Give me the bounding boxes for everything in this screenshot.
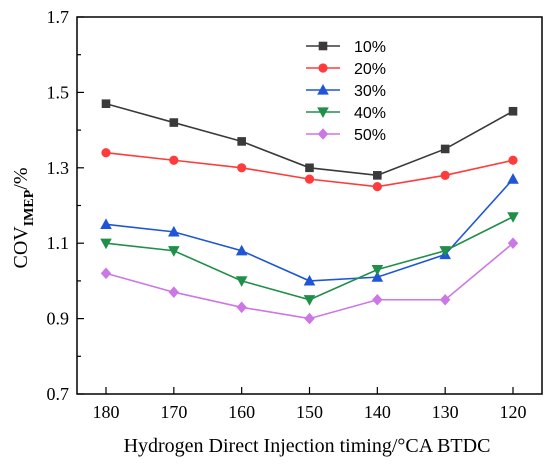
x-axis: 180 170 160 150 140 130 120 [93,387,527,422]
data-point [100,267,112,280]
data-point [372,182,382,192]
series-line [105,178,514,282]
data-point [304,312,315,325]
data-point [100,218,112,229]
data-point [169,155,179,165]
data-point [305,163,314,173]
data-point [101,148,111,158]
x-tick-label: 160 [228,402,255,422]
legend-label: 30% [354,83,386,100]
series-2 [101,148,518,192]
data-point [235,244,248,256]
legend-label: 20% [354,61,386,78]
y-tick-label: 1.3 [47,158,70,178]
data-point [303,295,316,306]
y-axis-title-main: COV [10,226,32,269]
legend-entry: 10% [306,39,386,56]
data-point [237,137,246,146]
x-tick-label: 180 [93,402,120,422]
data-point [440,144,450,154]
data-point [169,118,179,127]
data-point [507,212,519,223]
legend-marker [317,84,329,95]
data-point [372,293,383,306]
series-line [105,216,514,301]
y-axis-title-unit: /% [10,167,32,189]
data-point [236,301,247,314]
data-point [168,225,180,237]
data-point [100,238,112,250]
data-point [371,271,384,282]
y-tick-label: 0.9 [47,309,70,329]
legend-entry: 40% [306,105,386,122]
data-point [508,155,518,165]
legend-marker [317,128,329,140]
series-4 [100,212,519,306]
plot-frame [76,16,543,395]
y-axis-title: COVIMEP/% [10,167,37,268]
data-point [439,246,451,257]
legend-marker [318,63,328,73]
data-point [168,286,180,299]
legend-marker [318,41,328,51]
x-tick-label: 130 [432,402,459,422]
series-layer [100,99,519,325]
data-point [303,274,316,286]
data-point [101,99,111,109]
x-tick-label: 170 [160,402,187,422]
legend-marker [317,107,329,118]
legend-entry: 20% [306,61,386,78]
x-tick-label: 150 [296,402,323,422]
data-point [371,264,384,276]
legend-label: 50% [354,127,386,144]
data-point [439,293,451,306]
data-point [440,170,450,180]
y-tick-label: 1.7 [47,7,70,27]
y-axis-title-subscript: IMEP [22,189,37,226]
data-point [507,237,519,249]
series-3 [100,173,519,286]
data-point [237,163,247,173]
data-point [373,171,382,180]
legend-entry: 50% [306,127,386,144]
x-tick-label: 120 [500,402,527,422]
y-tick-label: 0.7 [47,384,70,404]
legend: 10% 20% 30% 40% 50% [306,39,386,144]
data-point [304,174,315,184]
y-tick-label: 1.5 [47,82,70,102]
legend-entry: 30% [306,83,386,100]
data-point [235,276,248,287]
data-point [508,106,518,116]
legend-label: 40% [354,105,386,122]
series-1 [101,99,518,180]
series-5 [100,237,519,325]
y-axis: 0.7 0.9 1.1 1.3 1.5 1.7 [47,7,84,404]
plot-border [76,16,543,395]
x-axis-title: Hydrogen Direct Injection timing/°CA BTD… [124,435,491,457]
legend-label: 10% [354,39,386,56]
y-tick-label: 1.1 [47,233,70,253]
x-tick-label: 140 [364,402,391,422]
data-point [168,246,180,257]
data-point [507,173,519,184]
